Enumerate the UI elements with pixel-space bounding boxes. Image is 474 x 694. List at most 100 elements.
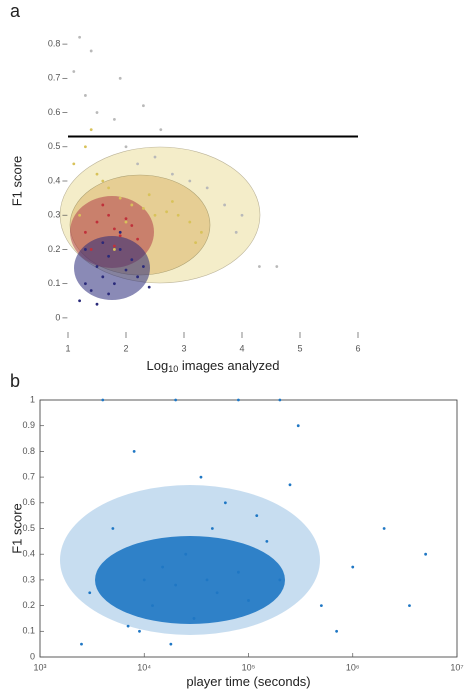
- point: [126, 624, 130, 628]
- point: [101, 179, 105, 183]
- point: [84, 282, 87, 286]
- point: [89, 128, 93, 132]
- point: [78, 299, 81, 303]
- point: [124, 220, 128, 224]
- point: [95, 220, 99, 224]
- point: [151, 604, 154, 607]
- dense-cloud: [95, 536, 285, 624]
- point: [84, 94, 87, 97]
- x-axis-label: player time (seconds): [186, 674, 310, 689]
- point: [111, 527, 115, 530]
- x-tick-label: 10⁴: [137, 662, 151, 672]
- point: [408, 604, 411, 607]
- point: [136, 275, 140, 279]
- point: [89, 49, 93, 53]
- point: [130, 224, 134, 227]
- x-axis-label-part: 10: [168, 364, 178, 374]
- point: [101, 398, 105, 402]
- y-tick-label: 0.7: [48, 73, 61, 83]
- y-tick-label: 0.8: [48, 38, 61, 48]
- point: [296, 424, 300, 428]
- point: [142, 265, 145, 268]
- point: [159, 128, 163, 132]
- x-tick-label: 10⁶: [346, 662, 360, 672]
- point: [107, 292, 110, 296]
- point: [147, 285, 151, 289]
- point: [215, 591, 219, 595]
- point: [132, 450, 136, 453]
- point: [236, 570, 240, 574]
- point: [278, 398, 282, 402]
- point: [234, 230, 238, 234]
- point: [142, 206, 145, 210]
- x-tick-label: 5: [297, 343, 302, 353]
- point: [84, 230, 87, 234]
- point: [424, 552, 428, 556]
- point: [107, 186, 110, 190]
- point: [184, 552, 188, 556]
- point: [223, 501, 227, 505]
- x-axis-label: Log10 images analyzed: [147, 358, 280, 374]
- x-axis-label-part: images analyzed: [178, 358, 279, 373]
- point: [335, 629, 339, 633]
- y-tick-label: 0.4: [48, 175, 61, 185]
- panel-label: b: [10, 371, 20, 391]
- point: [124, 217, 128, 221]
- y-tick-label: 0.6: [22, 497, 35, 507]
- point: [136, 237, 140, 241]
- point: [89, 289, 93, 292]
- point: [275, 265, 279, 268]
- point: [192, 617, 196, 620]
- point: [95, 111, 99, 114]
- point: [236, 398, 240, 402]
- point: [95, 265, 99, 268]
- point: [319, 604, 323, 607]
- point: [72, 70, 76, 73]
- point: [118, 230, 122, 234]
- point: [247, 599, 250, 602]
- point: [88, 591, 92, 595]
- point: [130, 258, 134, 262]
- point: [161, 565, 165, 569]
- y-axis-label: F1 score: [9, 503, 24, 554]
- point: [188, 179, 192, 183]
- x-axis-label-part: player time (seconds): [186, 674, 310, 689]
- point: [174, 583, 178, 587]
- point: [153, 213, 157, 217]
- y-tick-label: 0.1: [48, 278, 61, 288]
- point: [138, 629, 141, 633]
- point: [113, 248, 116, 251]
- point: [84, 145, 87, 149]
- point: [101, 203, 105, 207]
- y-tick-label: 0: [30, 651, 35, 661]
- point: [78, 35, 81, 39]
- point: [101, 275, 105, 279]
- point: [200, 230, 203, 234]
- point: [205, 578, 209, 582]
- point: [130, 203, 134, 207]
- point: [78, 213, 81, 217]
- y-tick-label: 0.4: [22, 549, 35, 559]
- x-tick-label: 10³: [33, 662, 46, 672]
- point: [171, 200, 174, 203]
- point: [205, 186, 209, 190]
- contour: [74, 236, 150, 300]
- point: [118, 234, 122, 238]
- point: [113, 282, 116, 286]
- x-tick-label: 2: [123, 343, 128, 353]
- point: [84, 248, 87, 251]
- y-tick-label: 0.8: [22, 446, 35, 456]
- y-axis-label: F1 score: [9, 156, 24, 207]
- y-tick-label: 0.1: [22, 626, 35, 636]
- point: [95, 172, 99, 176]
- point: [142, 104, 145, 108]
- point: [265, 539, 269, 543]
- point: [142, 578, 146, 582]
- x-tick-label: 10⁵: [242, 662, 256, 672]
- point: [95, 302, 99, 306]
- point: [136, 162, 140, 166]
- y-tick-label: 0.2: [22, 600, 35, 610]
- point: [240, 213, 244, 217]
- point: [210, 527, 214, 530]
